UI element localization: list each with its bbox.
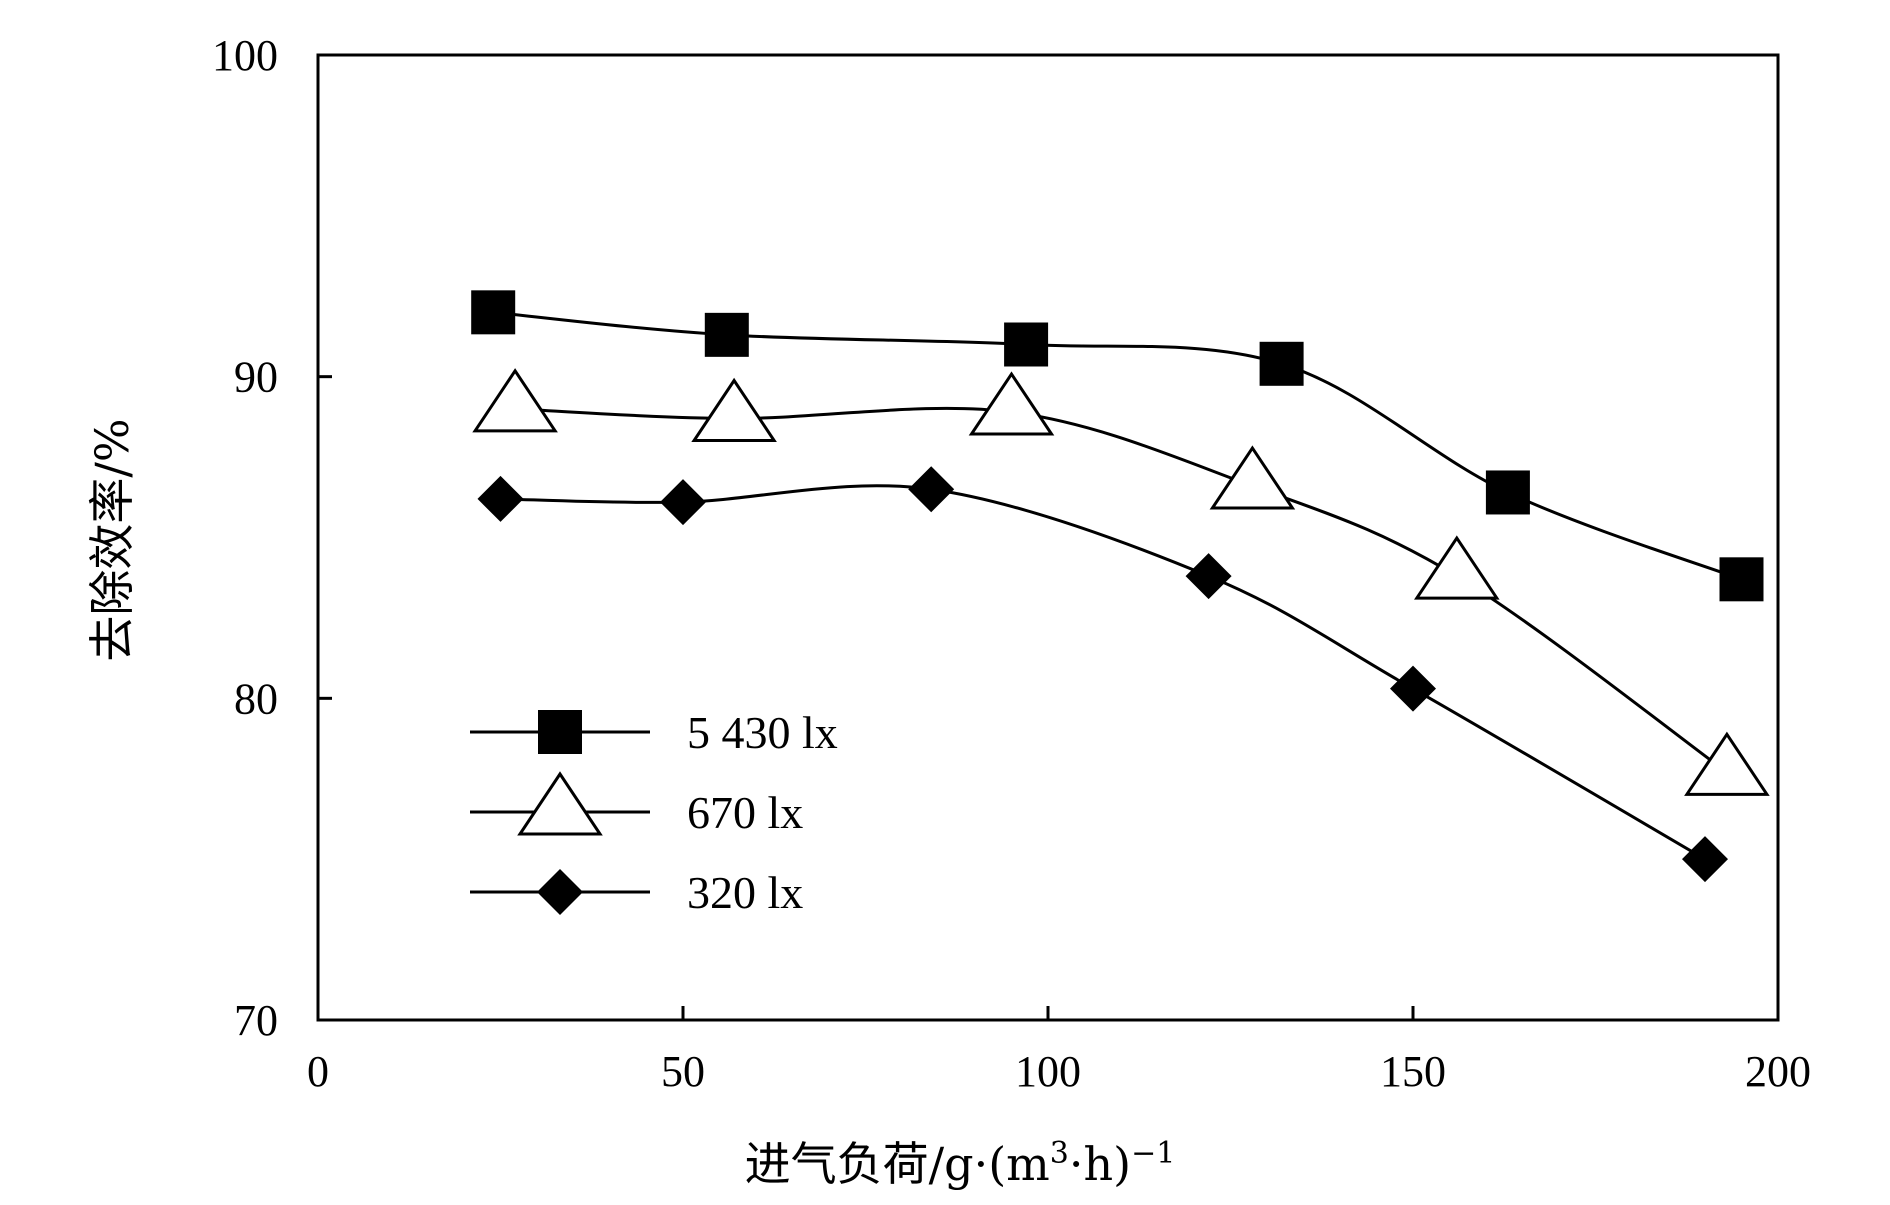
y-tick-label: 70 [234, 996, 278, 1045]
triangle-marker [691, 377, 777, 442]
y-axis-title: 去除效率/% [85, 418, 139, 661]
series-1 [471, 290, 1764, 602]
legend-label: 5 430 lx [687, 707, 838, 758]
legend: 5 430 lx 670 lx 320 lx [470, 707, 838, 918]
series-2 [472, 368, 1770, 796]
square-marker [1004, 322, 1049, 367]
plot-area [316, 53, 1780, 1022]
square-marker [1719, 557, 1764, 602]
y-tick-label: 100 [212, 31, 278, 80]
legend-item: 320 lx [470, 867, 803, 918]
series-3 [477, 466, 1728, 883]
diamond-marker [1185, 553, 1232, 600]
x-tick-label: 100 [1015, 1047, 1081, 1096]
diamond-marker [537, 869, 583, 915]
triangle-marker [1209, 445, 1296, 510]
triangle-marker [968, 371, 1055, 436]
y-tick-label: 90 [234, 353, 278, 402]
diamond-marker [908, 466, 955, 513]
y-tick-label: 80 [234, 674, 278, 723]
x-tick-label: 0 [307, 1047, 329, 1096]
diamond-marker [477, 475, 524, 522]
legend-label: 670 lx [687, 787, 803, 838]
triangle-marker [517, 771, 603, 836]
x-tick-label: 150 [1380, 1047, 1446, 1096]
square-marker [538, 710, 582, 754]
axis-ticks: 0 50 100 150 200 70 80 90 100 [212, 31, 1811, 1096]
diamond-marker [1682, 836, 1728, 883]
legend-item: 5 430 lx [470, 707, 838, 758]
square-marker [1485, 470, 1530, 515]
triangle-marker [1684, 731, 1770, 796]
square-marker [704, 312, 749, 357]
legend-item: 670 lx [470, 771, 803, 838]
data-series [471, 290, 1770, 883]
plot-frame [316, 53, 1780, 1022]
triangle-marker [472, 368, 558, 433]
diamond-marker [660, 479, 706, 526]
x-tick-label: 200 [1745, 1047, 1811, 1096]
triangle-marker [1413, 535, 1500, 600]
square-marker [1259, 341, 1304, 386]
legend-label: 320 lx [687, 867, 803, 918]
x-axis-title: 进气负荷/g·(m3·h)−1 [745, 1136, 1176, 1192]
square-marker [471, 290, 516, 335]
diamond-marker [1390, 665, 1436, 712]
x-tick-label: 50 [661, 1047, 705, 1096]
series-line [500, 484, 1706, 861]
